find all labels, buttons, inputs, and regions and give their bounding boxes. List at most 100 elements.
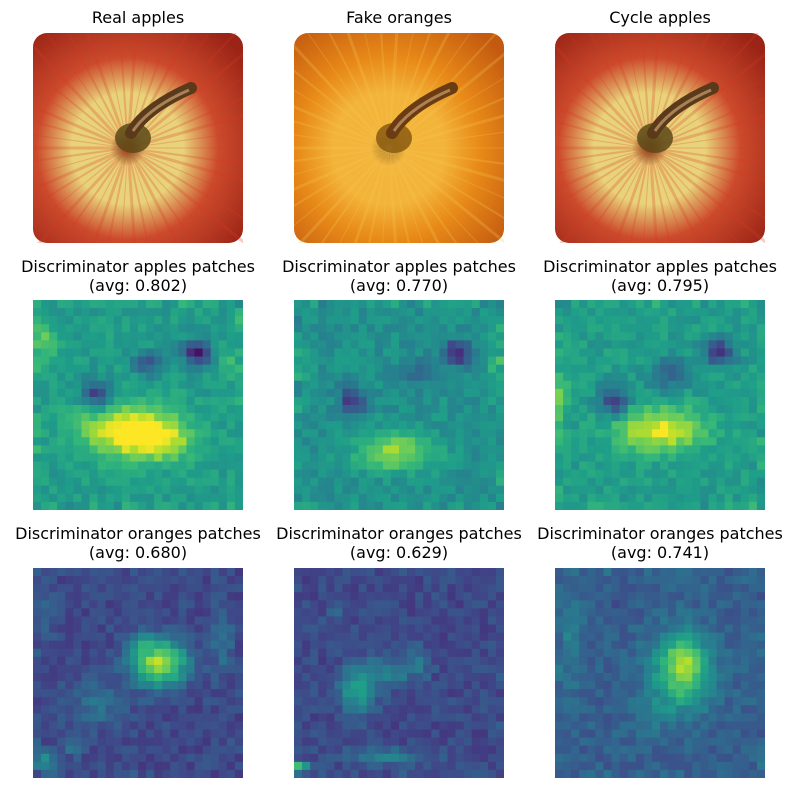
heatmap-cell (399, 600, 408, 609)
heatmap-cell (611, 729, 621, 739)
heatmap-cell (415, 673, 424, 682)
heatmap-cell (399, 624, 408, 634)
heatmap-cell (326, 568, 335, 577)
heatmap-cell (382, 592, 392, 601)
heatmap-cell (479, 421, 489, 430)
heatmap-cell (407, 745, 416, 755)
heatmap-cell (684, 413, 693, 422)
heatmap-cell (358, 461, 368, 471)
heatmap-cell (700, 640, 710, 650)
heatmap-cell (627, 332, 637, 341)
heatmap-cell (350, 616, 360, 626)
heatmap-cell (178, 356, 188, 366)
heatmap-cell (579, 737, 588, 747)
heatmap-cell (374, 632, 384, 642)
heatmap-cell (390, 761, 400, 771)
heatmap-cell (595, 413, 605, 422)
heatmap-cell (708, 372, 718, 382)
heatmap-cell (692, 608, 701, 618)
heatmap-cell (479, 364, 489, 374)
heatmap-cell (603, 316, 613, 325)
heatmap-cell (555, 324, 564, 333)
heatmap-cell (129, 592, 139, 601)
heatmap-cell (382, 568, 392, 577)
heatmap-cell (643, 713, 653, 723)
heatmap-cell (65, 396, 74, 406)
heatmap-cell (611, 405, 621, 414)
heatmap-cell (374, 364, 384, 374)
heatmap-cell (310, 405, 319, 414)
heatmap-cell (41, 477, 50, 487)
heatmap-cell (595, 501, 605, 510)
heatmap-cell (740, 493, 750, 503)
heatmap-cell (563, 632, 572, 642)
heatmap-cell (41, 656, 50, 666)
heatmap-cell (708, 340, 718, 350)
heatmap-cell (587, 324, 596, 333)
heatmap-cell (97, 429, 107, 438)
heatmap-cell (49, 469, 58, 479)
heatmap-cell (138, 673, 147, 682)
heatmap-cell (595, 485, 605, 495)
heatmap-cell (619, 421, 629, 430)
heatmap-cell (495, 324, 504, 333)
heatmap-cell (65, 405, 74, 414)
heatmap-cell (302, 729, 311, 739)
heatmap-cell (65, 600, 74, 609)
heatmap-cell (234, 576, 243, 585)
heatmap-cell (226, 380, 236, 390)
heatmap-cell (194, 469, 204, 479)
heatmap-cell (716, 477, 726, 487)
heatmap-cell (105, 600, 115, 609)
heatmap-cell (684, 640, 693, 650)
heatmap-cell (294, 592, 303, 601)
heatmap-cell (676, 721, 685, 731)
heatmap-cell (748, 461, 758, 471)
heatmap-cell (740, 396, 750, 406)
heatmap-cell (33, 453, 42, 463)
heatmap-cell (603, 308, 613, 317)
heatmap-cell (579, 600, 588, 609)
heatmap-cell (724, 356, 734, 366)
heatmap-cell (57, 405, 66, 414)
heatmap-cell (366, 705, 376, 714)
heatmap-cell (57, 380, 66, 390)
heatmap-cell (756, 721, 765, 731)
heatmap-cell (89, 753, 99, 763)
heatmap-cell (603, 689, 613, 698)
heatmap-cell (439, 656, 449, 666)
heatmap-cell (423, 340, 432, 350)
heatmap-cell (635, 761, 645, 771)
heatmap-cell (105, 477, 115, 487)
heatmap-cell (724, 461, 734, 471)
heatmap-cell (708, 713, 718, 723)
heatmap-cell (439, 697, 449, 706)
heatmap-cell (495, 632, 504, 642)
heatmap-cell (676, 485, 685, 495)
heatmap-cell (226, 300, 236, 309)
heatmap-cell (643, 405, 653, 414)
heatmap-cell (563, 608, 572, 618)
heatmap-cell (129, 372, 139, 382)
heatmap-cell (487, 340, 497, 350)
heatmap-cell (579, 697, 588, 706)
heatmap-cell (676, 413, 685, 422)
heatmap-disc-apples-real (33, 300, 243, 510)
heatmap-cell (105, 673, 115, 682)
heatmap-cell (495, 477, 504, 487)
heatmap-cell (390, 485, 400, 495)
heatmap-cell (318, 576, 327, 585)
heatmap-cell (716, 405, 726, 414)
heatmap-cell (708, 624, 718, 634)
heatmap-cell (170, 348, 179, 358)
heatmap-cell (342, 689, 352, 698)
heatmap-cell (65, 681, 74, 690)
heatmap-cell (49, 624, 58, 634)
heatmap-cell (619, 308, 629, 317)
heatmap-cell (415, 364, 424, 374)
heatmap-cell (358, 453, 368, 463)
heatmap-cell (563, 324, 572, 333)
heatmap-cell (374, 332, 384, 341)
heatmap-cell (748, 624, 758, 634)
heatmap-cell (407, 592, 416, 601)
